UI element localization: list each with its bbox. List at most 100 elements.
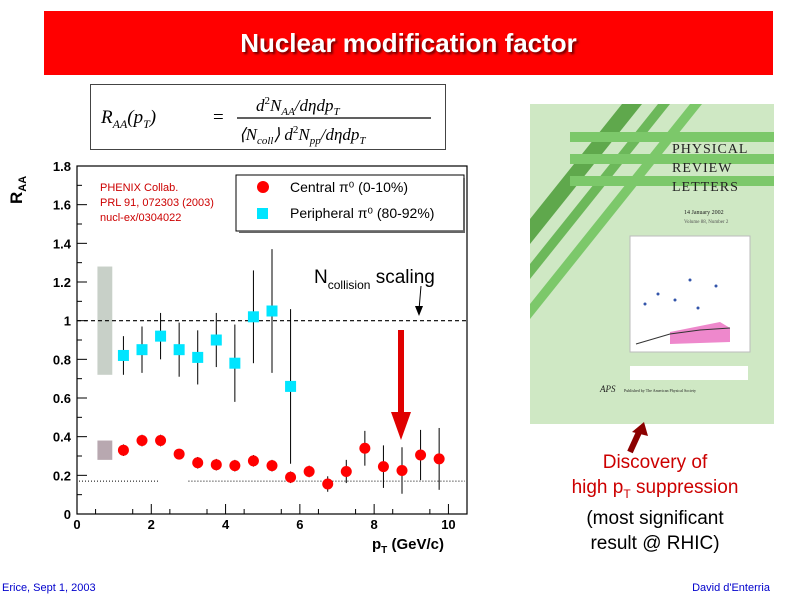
cover-title-line-1: PHYSICAL [672,142,749,157]
y-tick-label: 0 [64,507,71,522]
x-tick-label: 8 [371,517,378,532]
systematic-band-central [97,440,113,460]
discovery-line-1: Discovery of [602,452,708,473]
x-tick-label: 10 [441,517,455,532]
peripheral-point [266,305,278,317]
svg-text:d2NAA/dηdpT: d2NAA/dηdpT [256,95,340,118]
cover-pointer-head [632,422,648,436]
formula-num-rest-sub: T [333,106,340,118]
suppression-arrow-shaft [398,330,404,412]
cover-date: 14 January 2002 [684,210,724,216]
svg-text:RAA(pT): RAA(pT) [100,107,156,131]
cover-band-3 [570,176,774,186]
title-bar [44,11,773,75]
legend-peripheral-marker [257,208,268,219]
formula-den-close: ⟩ d [273,125,293,144]
x-tick-label: 0 [73,517,80,532]
citation-line-1: PHENIX Collab. [100,182,178,194]
significance-line-2: result @ RHIC) [590,533,720,554]
cover-band-2 [570,154,774,164]
cover-pointer-shaft [627,428,643,454]
ncoll-scaling-label: Ncollision scaling [314,267,435,292]
svg-text:⟨Ncoll⟩ d2Npp/dηdpT: ⟨Ncoll⟩ d2Npp/dηdpT [239,124,366,147]
central-point [136,435,148,447]
y-tick-label: 1.8 [53,159,71,174]
citation: PHENIX Collab. PRL 91, 072303 (2003) nuc… [100,182,214,224]
central-point [173,448,185,460]
peripheral-point [210,334,222,346]
y-tick-label: 1.6 [53,198,71,213]
data-points [117,249,445,494]
cover-journal-title: PHYSICAL REVIEW LETTERS [672,140,748,197]
formula-equals: = [213,107,224,128]
cover-band-1 [570,132,774,142]
ncoll-pointer-head [415,306,423,316]
formula-den-sub: pp [309,135,322,147]
y-tick-label: 1.2 [53,275,71,290]
formula-num-d: d [256,96,265,115]
peripheral-point [136,344,148,356]
suppression-arrow-head [391,412,411,440]
footer-event: Erice, Sept 1, 2003 [2,582,96,594]
central-point [155,435,167,447]
peripheral-point [173,344,185,356]
cover-title-line-3: LETTERS [672,180,739,195]
x-tick-label: 2 [148,517,155,532]
formula-den-sup: 2 [293,124,299,136]
y-tick-label: 1 [64,314,71,329]
central-point [415,449,427,461]
central-point [322,478,334,490]
central-point [359,442,371,454]
cover-publisher: Published by The American Physical Socie… [624,388,697,393]
raa-formula: RAA(pT) = d2NAA/dηdpT ⟨Ncoll⟩ d2Npp/dηdp… [90,84,446,150]
cover-figure-band [670,322,730,344]
peripheral-point [117,349,129,361]
formula-num-N: N [269,96,283,115]
formula-num-sup: 2 [265,95,271,107]
formula-den-rest: /dηdp [320,125,360,144]
peripheral-point [285,380,297,392]
peripheral-point [155,330,167,342]
central-point [285,471,297,483]
footer-author: David d'Enterria [692,582,770,594]
formula-num-rest: /dηdp [294,96,334,115]
cover-art [530,104,774,380]
central-point [117,444,129,456]
central-point [396,465,408,476]
slide-title: Nuclear modification factor [240,27,577,58]
cover-caption [630,366,748,380]
systematic-band-peripheral [97,266,113,375]
y-tick-label: 0.6 [53,391,71,406]
central-point [210,459,222,471]
central-point [266,460,278,472]
legend-central-marker [257,181,269,193]
formula-den-N: N [297,125,311,144]
cover-stripe-1 [530,104,642,244]
discovery-caption: Discovery of high pT suppression [540,450,770,507]
y-axis-label: RAA [7,176,29,204]
legend-peripheral-label: Peripheral π⁰ (80-92%) [290,205,434,221]
discovery-line-2: high pT suppression [571,477,739,501]
formula-den-coll: coll [257,135,274,147]
central-point [192,457,204,469]
central-point [303,465,315,477]
raa-chart: 0 2 4 6 8 10 0 0.2 0.4 0.6 0.8 1 1.2 1.4 1.6 1.8 RAA pT… [7,159,468,556]
peripheral-point [229,357,241,369]
x-axis-label: pT (GeV/c) [372,536,444,556]
formula-lhs-arg: (p [127,107,143,128]
y-tick-label: 0.2 [53,468,71,483]
formula-lhs: R [100,107,113,128]
formula-lhs-sub: AA [112,117,128,131]
citation-line-3: nucl-ex/0304022 [100,212,181,224]
axis-ticks: 0 2 4 6 8 10 0 0.2 0.4 0.6 0.8 1 1.2 1.4 1.6 1.8 [53,159,456,532]
cover-figure-points [643,278,718,310]
significance-caption: (most significant result @ RHIC) [540,506,770,556]
central-point [340,465,352,477]
formula-den-rest-sub: T [359,135,366,147]
x-tick-label: 6 [296,517,303,532]
formula-lhs-arg-sub: T [143,117,151,131]
central-point [377,461,389,473]
formula-den-open: ⟨N [239,125,259,144]
central-point [247,455,259,467]
central-point [229,460,241,472]
